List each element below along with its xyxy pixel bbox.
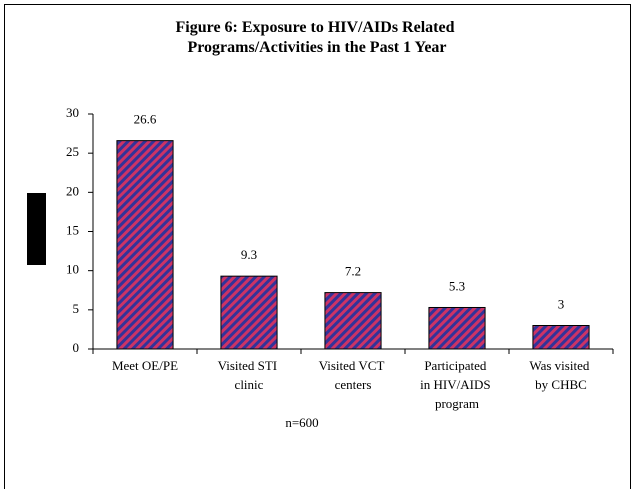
data-label: 7.2 (345, 264, 361, 279)
bar (428, 306, 486, 350)
data-label: 26.6 (134, 112, 157, 127)
x-tick-label: Was visited by CHBC (529, 358, 592, 392)
y-tick-label: 5 (73, 301, 80, 316)
bar (116, 140, 174, 350)
data-label: 3 (558, 296, 565, 311)
annotation: n=600 (285, 415, 318, 430)
bar (324, 292, 382, 350)
y-tick-label: 10 (66, 262, 79, 277)
chart-border (4, 4, 631, 489)
x-tick-label: Participated in HIV/AIDS program (420, 358, 494, 411)
x-tick-label: Meet OE/PE (112, 358, 178, 373)
y-tick-label: 25 (66, 144, 79, 159)
data-label: 9.3 (241, 247, 257, 262)
y-tick-label: 15 (66, 222, 79, 237)
y-tick-label: 0 (73, 340, 80, 355)
bar (532, 325, 590, 350)
bar (220, 275, 278, 350)
x-tick-label: Visited VCT centers (319, 358, 388, 392)
data-label: 5.3 (449, 278, 465, 293)
y-tick-label: 30 (66, 105, 79, 120)
chart-title: Figure 6: Exposure to HIV/AIDs Related P… (176, 19, 459, 56)
x-tick-label: Visited STI clinic (218, 358, 281, 392)
redaction-block (27, 193, 46, 265)
y-tick-label: 20 (66, 183, 79, 198)
